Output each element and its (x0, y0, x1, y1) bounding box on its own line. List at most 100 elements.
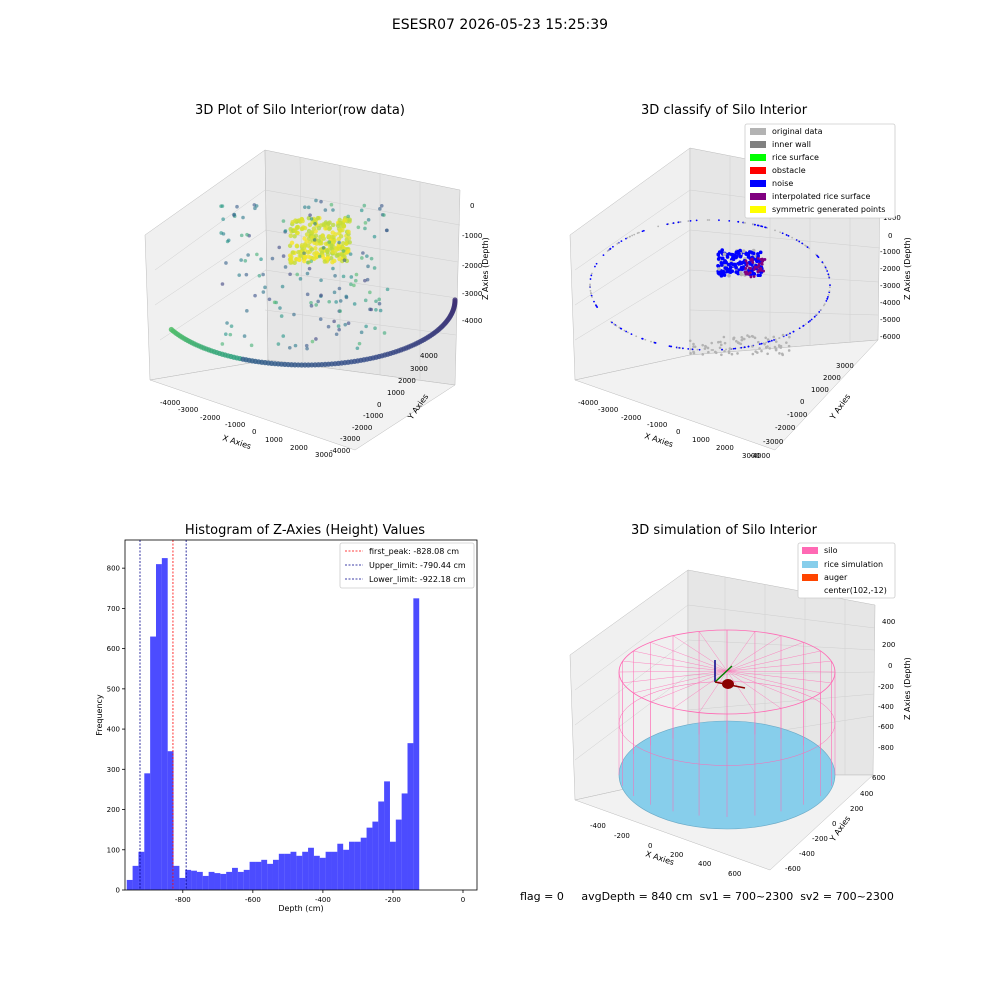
p4-ztick: -200 (878, 683, 894, 691)
p2-point (760, 349, 763, 353)
p1-point (382, 331, 387, 335)
histogram-bar (308, 847, 314, 890)
p1-point (319, 293, 323, 298)
histogram-bar (372, 821, 379, 890)
p1-point (319, 278, 323, 283)
p2-point (666, 223, 669, 226)
p1-point (310, 339, 315, 344)
p1-point (317, 254, 322, 259)
p1-xtick: -2000 (200, 414, 220, 422)
p2-xtick: 1000 (692, 436, 710, 444)
p2-point (701, 353, 705, 356)
p2-legend-label: rice surface (772, 153, 819, 162)
p1-point (366, 218, 371, 222)
p2-xtick: 3000 (742, 452, 760, 460)
p2-point (815, 313, 818, 316)
p1-point (295, 272, 300, 277)
p2-legend-swatch (750, 128, 766, 135)
p1-point (327, 220, 332, 225)
histogram-bar (366, 827, 373, 890)
silo-roof-line (622, 670, 728, 684)
p2-point (757, 268, 761, 272)
p1-point (221, 232, 226, 236)
p2-point (747, 272, 750, 276)
p2-point (734, 265, 738, 270)
p2-point (737, 341, 740, 345)
histogram-bar (284, 853, 291, 890)
p1-point (352, 302, 357, 306)
p1-point (288, 233, 293, 239)
p1-point (309, 229, 315, 235)
silo-roof-line (726, 650, 821, 672)
p1-point (307, 266, 312, 271)
p2-point (612, 245, 614, 248)
p1-point (346, 321, 351, 325)
p1-point (330, 230, 335, 235)
histogram-bar (319, 857, 326, 890)
grid-line (687, 604, 876, 629)
p1-point (334, 300, 338, 304)
histogram-ytick-label: 700 (107, 605, 120, 613)
p2-point (774, 348, 778, 352)
silo-roof-line (726, 670, 832, 684)
p1-point (246, 253, 250, 257)
p2-point (590, 292, 592, 294)
p1-point (306, 254, 311, 259)
p2-point (748, 267, 752, 270)
p4-ytick: 200 (850, 805, 863, 813)
grid-line (264, 189, 461, 226)
p2-point (670, 345, 673, 348)
p1-point (259, 257, 263, 262)
p2-zlabel: Z Axies (Depth) (903, 237, 912, 300)
p2-point (629, 235, 631, 238)
p2-legend-label: obstacle (772, 166, 806, 175)
histogram-frame (124, 539, 478, 891)
p1-ytick: -4000 (330, 447, 350, 455)
p2-point (827, 273, 830, 276)
p4-ytick: -200 (812, 835, 828, 843)
p1-xtick: -1000 (225, 421, 245, 429)
p1-point (305, 271, 310, 276)
p1-point (361, 251, 365, 255)
p2-point (754, 350, 757, 353)
p2-point (720, 263, 724, 267)
p1-point (357, 341, 362, 346)
p1-point (292, 312, 296, 317)
p1-point (343, 322, 348, 327)
histogram-ytick-label: 300 (107, 766, 120, 774)
p4-ytick: -600 (785, 865, 801, 873)
p2-point (703, 347, 707, 350)
p1-point (314, 198, 318, 203)
p1-point (305, 249, 310, 255)
silo-roof-line (726, 660, 832, 672)
p2-ztick: -4000 (880, 299, 900, 307)
p1-point (359, 208, 364, 213)
p2-ytick: -1000 (787, 411, 807, 419)
p2-point (827, 293, 830, 296)
histogram-bar (202, 875, 209, 890)
p2-point (744, 221, 746, 224)
p1-point (330, 222, 336, 228)
p1-point (316, 299, 320, 304)
histogram-bar (191, 870, 197, 890)
p2-point (718, 219, 720, 222)
p2-xlabel: X Axies (643, 431, 674, 449)
p1-point (228, 332, 233, 337)
silo-roof-line (672, 635, 728, 672)
p1-ytick: 3000 (410, 365, 428, 373)
p1-point (309, 235, 315, 240)
p1-point (349, 282, 353, 287)
p2-point (668, 345, 671, 348)
p2-point (714, 351, 718, 355)
silo-roof-line (726, 670, 756, 713)
p2-ytick: 2000 (823, 374, 841, 382)
p4-legend-swatch (802, 561, 818, 568)
p2-point (591, 296, 593, 298)
plot4-3d-axes: -400 -200 0 200 400 600 X Axies 600 400 … (569, 542, 912, 878)
p4-ytick: 0 (832, 820, 836, 828)
p2-point (617, 242, 620, 245)
p2-point (760, 342, 763, 345)
p1-point (338, 228, 343, 233)
histogram-xtick-label: -800 (175, 896, 191, 904)
p2-point (829, 286, 831, 289)
